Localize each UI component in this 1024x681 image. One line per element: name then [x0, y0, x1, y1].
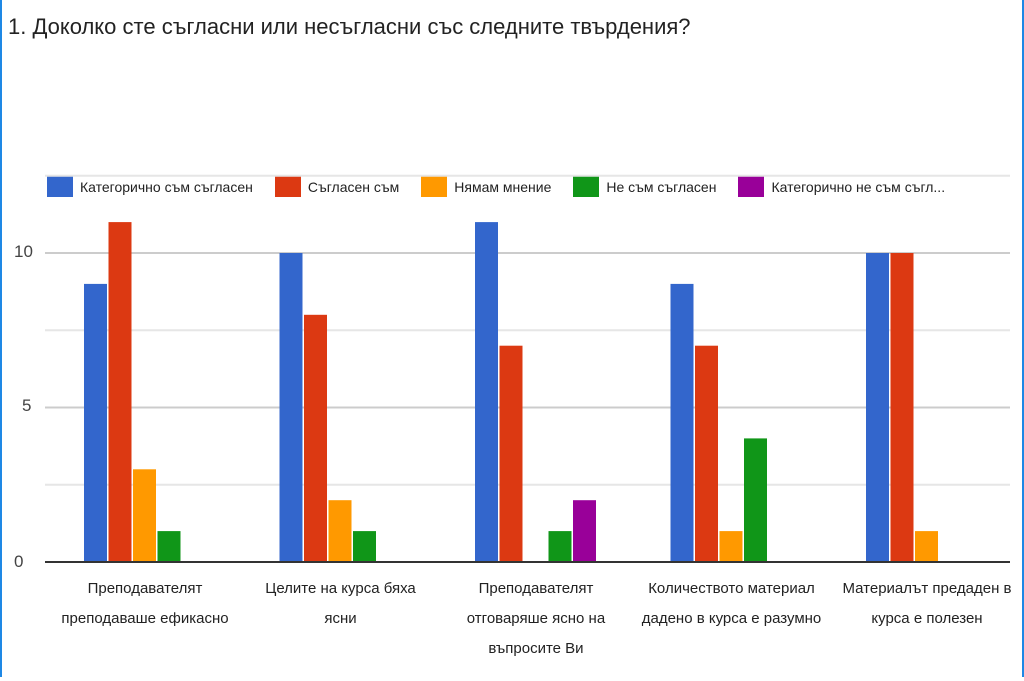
legend-label: Съгласен съм: [307, 178, 400, 195]
legend-item[interactable]: Нямам мнение: [421, 176, 551, 197]
legend-label: Категорично не съм съгл...: [771, 178, 946, 195]
bar-3-3[interactable]: [744, 438, 767, 562]
legend-label: Категорично съм съгласен: [80, 178, 253, 195]
bar-1-1[interactable]: [304, 314, 327, 562]
bar-0-1[interactable]: [108, 222, 132, 562]
x-tick-label-line: Целите на курса бяха: [265, 580, 416, 597]
y-tick-10: 10: [14, 242, 33, 261]
legend-item[interactable]: Категорично не съм съгл...: [738, 176, 945, 197]
bar-1-3[interactable]: [353, 531, 376, 562]
x-tick-label-line: въпросите Ви: [488, 640, 584, 657]
bar-2-0[interactable]: [475, 222, 498, 562]
chart-title: 1. Доколко сте съгласни или несъгласни с…: [8, 14, 691, 39]
bar-2-1[interactable]: [499, 345, 523, 562]
legend-swatch: [274, 176, 301, 197]
y-tick-0: 0: [14, 552, 24, 571]
legend-swatch: [421, 176, 448, 197]
bar-2-3[interactable]: [548, 531, 572, 562]
legend-label: Не съм съгласен: [606, 178, 717, 195]
x-tick-label: Количеството материал дадено в курса е ра…: [637, 574, 827, 634]
x-tick-label-line: дадено в курса е разумно: [641, 610, 822, 627]
x-tick-label-line: отговаряше ясно на: [466, 610, 606, 627]
x-tick-label: Материалът предаден в курса е полезен: [832, 574, 1022, 634]
bar-1-0[interactable]: [279, 253, 303, 562]
bar-4-1[interactable]: [890, 253, 914, 562]
legend-swatch: [47, 176, 73, 197]
x-tick-label-line: Преподавателят: [478, 580, 594, 597]
y-tick-5: 5: [22, 396, 32, 415]
x-tick-label-line: Количеството материал: [648, 580, 815, 597]
legend-label: Нямам мнение: [454, 178, 552, 195]
bar-0-3[interactable]: [157, 531, 181, 562]
legend: Категорично съм съгласен Съгласен съм Няма…: [47, 176, 1012, 197]
bar-0-0[interactable]: [84, 283, 107, 562]
bar-4-0[interactable]: [866, 253, 889, 562]
x-tick-label: Преподавателят преподаваше ефикасно: [50, 574, 240, 634]
bar-3-0[interactable]: [670, 283, 694, 562]
bar-1-2[interactable]: [328, 500, 352, 562]
legend-item[interactable]: Съгласен съм: [274, 176, 400, 197]
legend-swatch: [738, 176, 765, 197]
x-tick-label-line: Материалът предаден в: [842, 580, 1012, 597]
x-tick-label: Целите на курса бяха ясни: [246, 574, 436, 634]
bar-3-1[interactable]: [695, 345, 718, 562]
bar-0-2[interactable]: [133, 469, 156, 562]
x-tick-label-line: ясни: [324, 610, 357, 627]
legend-item[interactable]: Категорично съм съгласен: [47, 176, 253, 197]
x-tick-label-line: преподаваше ефикасно: [61, 610, 229, 627]
bar-4-2[interactable]: [915, 531, 938, 562]
bar-3-2[interactable]: [719, 531, 743, 562]
legend-item[interactable]: Не съм съгласен: [573, 176, 716, 197]
x-tick-label-line: Преподавателят: [87, 580, 203, 597]
x-tick-label-line: курса е полезен: [871, 610, 983, 627]
x-tick-label: Преподавателят отговаряше ясно на въпросит…: [441, 574, 631, 664]
bar-2-4[interactable]: [573, 500, 596, 562]
legend-swatch: [573, 176, 600, 197]
